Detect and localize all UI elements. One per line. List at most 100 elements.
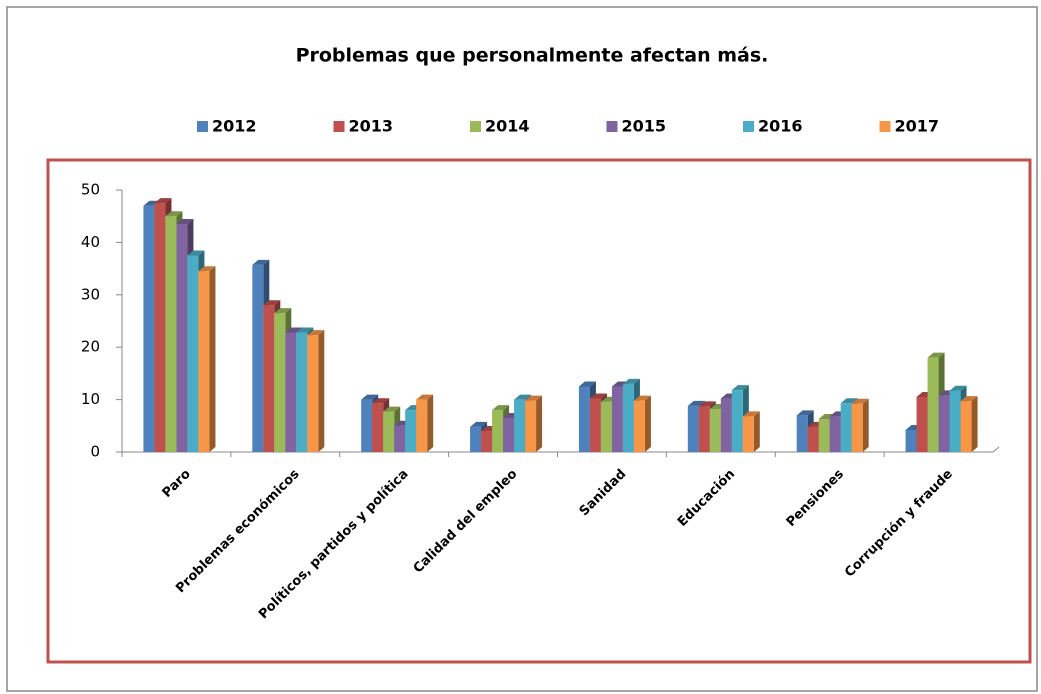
bar — [492, 410, 504, 452]
bar-side — [862, 398, 869, 452]
bar — [949, 390, 961, 452]
bar-top — [492, 405, 510, 411]
bar-top — [840, 398, 858, 404]
bar-top — [927, 352, 945, 358]
y-tick-label: 0 — [90, 443, 100, 461]
bar — [578, 386, 590, 452]
legend-swatch — [333, 121, 345, 132]
bar-side — [536, 395, 543, 452]
bar — [143, 205, 155, 452]
bar-top — [949, 385, 967, 391]
bar — [514, 399, 526, 452]
bar-top — [274, 308, 292, 314]
bar-top — [383, 406, 401, 412]
legend-label: 2017 — [895, 117, 940, 136]
bar-top — [622, 378, 640, 384]
bar — [731, 390, 743, 452]
bar — [709, 409, 721, 452]
bar — [905, 429, 917, 452]
bar — [807, 426, 819, 452]
legend-label: 2016 — [758, 117, 803, 136]
bar — [589, 398, 601, 452]
y-tick-label: 20 — [81, 338, 100, 356]
bar-top — [187, 250, 205, 256]
bar-side — [427, 394, 434, 452]
bar-top — [851, 398, 869, 404]
legend-label: 2013 — [349, 117, 394, 136]
chart-title: Problemas que personalmente afectan más. — [296, 45, 769, 67]
bar — [851, 403, 863, 452]
bar — [187, 255, 199, 452]
bar — [252, 264, 264, 452]
bar — [687, 405, 699, 452]
bar — [503, 417, 515, 452]
y-tick-label: 40 — [81, 233, 100, 251]
bar — [829, 416, 841, 452]
bar — [633, 400, 645, 452]
bar-top — [372, 398, 390, 404]
bar-top — [698, 401, 716, 407]
bar-top — [416, 394, 434, 400]
legend-swatch — [197, 121, 208, 132]
legend-label: 2015 — [622, 117, 667, 136]
bar-side — [753, 411, 760, 452]
bar-top — [731, 385, 749, 391]
bar-top — [263, 300, 281, 306]
bar — [796, 415, 808, 452]
bar — [938, 395, 950, 452]
bar-top — [307, 330, 325, 336]
bar — [296, 332, 308, 452]
bar — [818, 418, 830, 452]
bar — [307, 335, 319, 452]
legend-swatch — [743, 121, 754, 132]
bar — [916, 396, 928, 452]
bar — [960, 401, 972, 452]
bar-top — [525, 395, 543, 401]
bar-top — [198, 266, 216, 272]
bar — [470, 426, 482, 452]
bar — [165, 216, 177, 452]
bar — [416, 399, 428, 452]
bar — [405, 410, 417, 452]
legend-label: 2012 — [212, 117, 257, 136]
bar-top — [285, 327, 303, 333]
bar — [263, 305, 275, 452]
bar — [361, 399, 373, 452]
bar — [285, 332, 297, 452]
bar-top — [154, 198, 172, 204]
bar — [622, 383, 634, 452]
bar-top — [589, 393, 607, 399]
bar — [154, 203, 166, 452]
legend-label: 2014 — [485, 117, 530, 136]
legend-swatch — [606, 121, 618, 132]
bar — [383, 411, 395, 452]
bar — [274, 313, 286, 452]
bar-top — [165, 211, 183, 217]
bar-top — [633, 395, 651, 401]
bar — [394, 425, 406, 452]
bar-top — [960, 396, 978, 402]
bar — [372, 403, 384, 452]
bar-top — [742, 411, 760, 417]
bar-side — [318, 330, 325, 452]
bar — [742, 416, 754, 452]
bar — [927, 357, 939, 452]
bar — [720, 398, 732, 452]
bar-top — [796, 410, 814, 416]
bar-top — [687, 400, 705, 406]
bar-side — [971, 396, 978, 452]
bar-top — [514, 394, 532, 400]
y-tick-label: 10 — [81, 390, 100, 408]
legend-swatch — [470, 121, 481, 132]
bar — [600, 401, 612, 452]
bar-top — [578, 381, 596, 387]
bar-top — [296, 327, 314, 333]
bar-top — [176, 219, 194, 225]
bar — [698, 406, 710, 452]
bar-side — [209, 266, 216, 452]
bar — [525, 400, 537, 452]
bar-top — [470, 421, 488, 427]
bar-side — [644, 395, 651, 452]
